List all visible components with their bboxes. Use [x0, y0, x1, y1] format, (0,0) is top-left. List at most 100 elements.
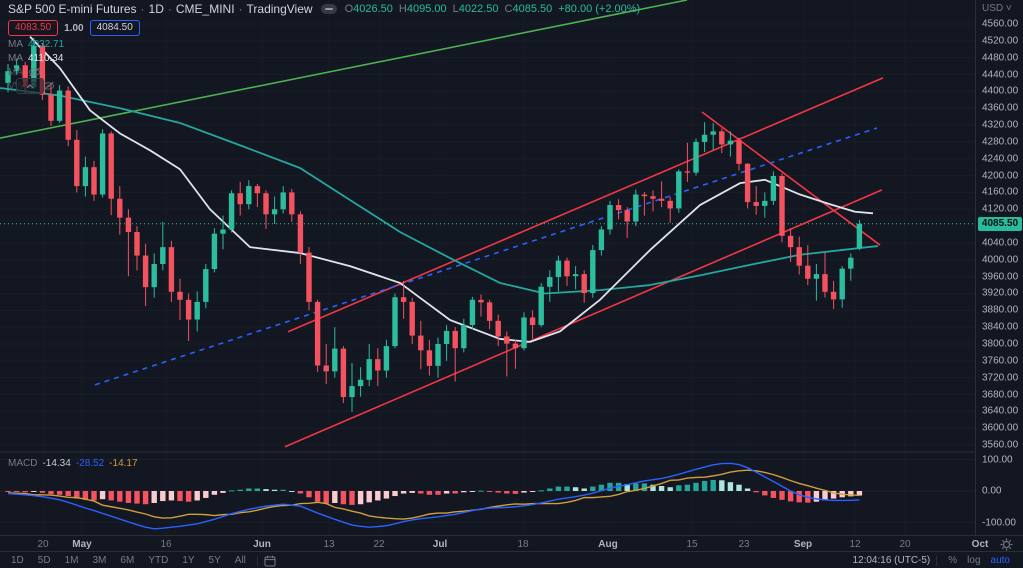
candle [830, 291, 837, 300]
time-tick: Oct [971, 539, 989, 550]
range-button-ytd[interactable]: YTD [148, 555, 169, 566]
macd-hist-bar [710, 479, 716, 491]
brand-link[interactable]: TradingView [246, 2, 313, 16]
macd-hist-bar [91, 491, 97, 501]
candle [581, 274, 587, 294]
macd-hist-bar [736, 484, 742, 491]
price-tick: 4040.00 [982, 237, 1019, 249]
exchange-name[interactable]: CME_MINI [175, 2, 235, 16]
vwap-hidden-legend-row[interactable]: VWAP [8, 80, 640, 92]
candle [74, 139, 80, 187]
eye-hidden-icon[interactable] [28, 67, 41, 77]
range-button-5y[interactable]: 5Y [208, 555, 221, 566]
macd-hist-bar [125, 491, 132, 503]
candle [504, 336, 510, 344]
macd-hist-bar [357, 491, 364, 505]
macd-hist-bar [409, 491, 415, 493]
symbol-title-row: S&P 500 E-mini Futures · 1D · CME_MINI ·… [8, 2, 641, 16]
candles-layer[interactable] [5, 37, 863, 412]
candle [237, 193, 243, 205]
candle [220, 229, 226, 234]
macd-hist-bar [650, 484, 656, 491]
price-tick: 3920.00 [982, 287, 1019, 299]
macd-hist-bar [538, 490, 544, 492]
macd-hist-bar [349, 491, 355, 505]
time-tick: 13 [323, 539, 335, 550]
range-button-6m[interactable]: 6M [120, 555, 135, 566]
price-tick: 4200.00 [982, 170, 1019, 182]
range-button-1d[interactable]: 1D [11, 555, 24, 566]
range-button-all[interactable]: All [234, 555, 246, 566]
range-button-1m[interactable]: 1M [64, 555, 79, 566]
macd-hist-bar [435, 491, 441, 495]
candle [271, 209, 278, 215]
auto-scale-button[interactable]: auto [990, 555, 1010, 566]
support-trendline-green[interactable] [0, 0, 688, 139]
range-button-5d[interactable]: 5D [37, 555, 51, 566]
price-tick: 4320.00 [982, 119, 1019, 131]
macd-hist-bar [633, 483, 639, 491]
macd-hist-bar [177, 491, 183, 502]
go-to-date-calendar-icon[interactable] [264, 555, 276, 567]
interval-button[interactable]: 1D [148, 2, 164, 16]
low-value: 4022.50 [458, 3, 499, 15]
price-tick: 3840.00 [982, 321, 1019, 333]
candle [383, 346, 390, 371]
descending-trendline-red[interactable] [701, 111, 881, 246]
eye-hidden-icon[interactable] [42, 81, 55, 91]
price-tick: 3960.00 [982, 271, 1019, 283]
clock-readout[interactable]: 12:04:16 (UTC-5) [852, 555, 931, 566]
candle [392, 297, 398, 347]
price-axis[interactable]: USD ˅ 4560.00 4520.00 4480.00 4440.00 4400.0… [975, 0, 1023, 535]
time-axis-settings-gear-icon[interactable] [1000, 538, 1013, 551]
candle [848, 257, 854, 269]
macd-hist-bar [641, 483, 648, 491]
channel-lower-red[interactable] [284, 189, 883, 448]
dashed-trendline-blue[interactable] [94, 127, 878, 386]
ma-cyan-line[interactable] [0, 87, 879, 295]
candle [676, 171, 682, 209]
macd-hist-bar [142, 491, 149, 505]
candle [529, 317, 536, 326]
macd-hist-bar [271, 489, 278, 491]
more-options-icon[interactable] [320, 4, 337, 14]
candle [211, 233, 218, 270]
candle [564, 260, 570, 277]
candle [418, 335, 424, 351]
macd-tick: 0.00 [982, 485, 1002, 497]
candle [323, 365, 329, 372]
last-price-badge: 4085.50 [978, 216, 1022, 231]
macd-hist-bar [822, 491, 828, 501]
currency-dropdown[interactable]: USD ˅ [982, 3, 1012, 14]
range-button-1y[interactable]: 1Y [182, 555, 195, 566]
candle [813, 274, 820, 279]
macd-hist-bar [813, 491, 820, 502]
candle [478, 299, 484, 303]
divider [256, 555, 258, 566]
high-value: 4095.00 [406, 3, 447, 15]
range-button-3m[interactable]: 3M [92, 555, 107, 566]
candle [744, 163, 751, 203]
macd-legend-row[interactable]: MACD -14.34 -28.52 -14.17 [8, 457, 138, 469]
candle [357, 379, 364, 387]
ma-cyan-value: 4032.71 [28, 38, 65, 50]
ma-white-legend-row[interactable]: MA 4110.34 [8, 52, 64, 64]
percent-scale-button[interactable]: % [948, 555, 958, 566]
macd-hist-bar [547, 488, 553, 491]
macd-pane[interactable] [0, 462, 975, 530]
symbol-name[interactable]: S&P 500 E-mini Futures [8, 2, 137, 16]
log-scale-button[interactable]: log [967, 555, 981, 566]
ask-badge[interactable]: 4084.50 [89, 20, 140, 36]
bid-badge[interactable]: 4083.50 [8, 20, 59, 36]
channel-upper-red[interactable] [287, 77, 884, 333]
time-axis[interactable]: 20 May 16 Jun 13 22 Jul 18 Aug 15 23 Sep 12 20 Oct [0, 535, 1023, 552]
main-chart[interactable] [0, 0, 975, 535]
ma-hidden-legend-row[interactable]: MA [8, 66, 640, 78]
candle [340, 348, 347, 398]
ma-cyan-legend-row[interactable]: MA 4032.71 [8, 38, 65, 50]
legend-collapse-button[interactable] [16, 78, 44, 94]
macd-hist-bar [856, 491, 863, 496]
candle [572, 274, 579, 277]
candle [400, 297, 407, 302]
price-tick: 3800.00 [982, 338, 1019, 350]
